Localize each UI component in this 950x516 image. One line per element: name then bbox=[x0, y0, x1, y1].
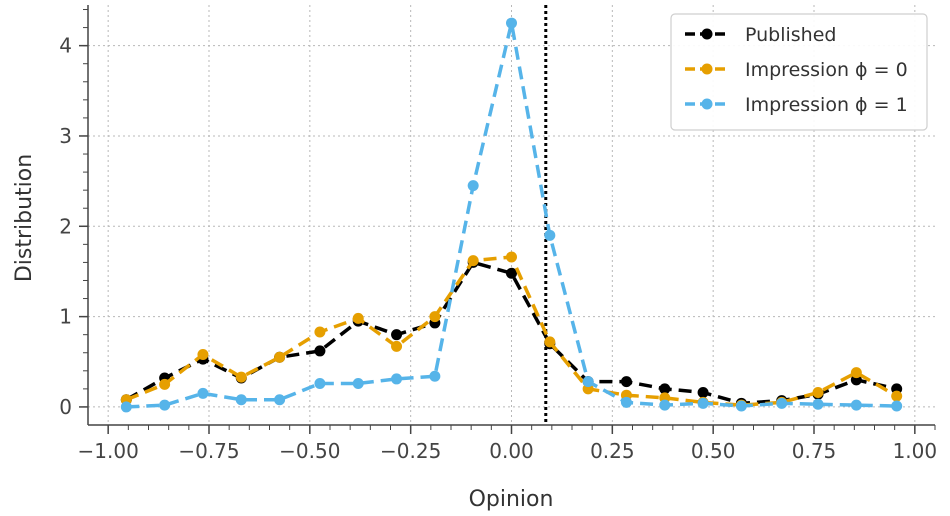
data-point bbox=[506, 17, 517, 29]
x-tick-label: 0.50 bbox=[691, 439, 736, 463]
legend-marker bbox=[701, 28, 713, 40]
y-tick-label: 3 bbox=[59, 124, 72, 148]
legend-marker bbox=[701, 63, 713, 75]
tick-labels: −1.00 −0.75 −0.50 −0.25 0.00 0.25 0.50 0.75 1.00… bbox=[59, 34, 937, 463]
y-tick-label: 1 bbox=[59, 305, 72, 329]
x-tick-label: 0.00 bbox=[489, 439, 534, 463]
y-tick-label: 4 bbox=[59, 34, 72, 58]
data-point bbox=[429, 370, 441, 382]
data-point bbox=[776, 397, 788, 409]
data-point bbox=[891, 400, 903, 412]
legend-entry: Published bbox=[685, 24, 836, 46]
legend-entry: Impression ϕ = 1 bbox=[685, 94, 908, 116]
data-point bbox=[120, 401, 132, 413]
legend-label: Published bbox=[745, 24, 836, 46]
data-point bbox=[582, 376, 594, 388]
x-tick-label: −0.75 bbox=[178, 439, 239, 463]
y-axis-label: Distribution bbox=[12, 154, 37, 282]
data-point bbox=[314, 326, 326, 338]
data-point bbox=[235, 394, 247, 406]
data-point bbox=[620, 396, 632, 408]
y-tick-label: 2 bbox=[59, 214, 72, 238]
data-point bbox=[850, 367, 862, 379]
data-point bbox=[314, 377, 326, 389]
data-point bbox=[197, 387, 209, 399]
data-point bbox=[850, 399, 862, 411]
axes bbox=[79, 5, 936, 434]
y-tick-label: 0 bbox=[59, 395, 72, 419]
data-point bbox=[159, 378, 171, 390]
data-point bbox=[620, 376, 632, 388]
data-point bbox=[235, 371, 247, 383]
x-tick-label: −1.00 bbox=[78, 439, 139, 463]
legend-label: Impression ϕ = 0 bbox=[745, 59, 908, 81]
data-point bbox=[697, 397, 709, 409]
data-point bbox=[891, 390, 903, 402]
series-2 bbox=[120, 17, 903, 413]
x-tick-label: 0.25 bbox=[590, 439, 635, 463]
data-point bbox=[544, 229, 556, 241]
data-point bbox=[274, 394, 286, 406]
data-point bbox=[314, 345, 326, 357]
data-point bbox=[352, 377, 364, 389]
data-point bbox=[735, 400, 747, 412]
data-point bbox=[429, 311, 441, 323]
x-tick-label: 0.75 bbox=[792, 439, 837, 463]
data-point bbox=[506, 251, 517, 263]
data-point bbox=[467, 180, 479, 192]
series bbox=[120, 17, 903, 413]
data-point bbox=[352, 312, 364, 324]
x-axis-label: Opinion bbox=[469, 487, 554, 512]
data-point bbox=[467, 255, 479, 267]
data-point bbox=[391, 373, 403, 385]
data-point bbox=[159, 399, 171, 411]
data-point bbox=[812, 386, 824, 398]
x-tick-label: 1.00 bbox=[893, 439, 938, 463]
data-point bbox=[659, 383, 671, 395]
data-point bbox=[391, 329, 403, 341]
data-point bbox=[391, 340, 403, 352]
data-point bbox=[544, 336, 556, 348]
data-point bbox=[697, 386, 709, 398]
x-tick-label: −0.50 bbox=[279, 439, 340, 463]
legend-marker bbox=[701, 98, 713, 110]
series-line bbox=[126, 21, 897, 409]
x-tick-label: −0.25 bbox=[380, 439, 441, 463]
data-point bbox=[274, 351, 286, 363]
data-point bbox=[659, 399, 671, 411]
data-point bbox=[812, 398, 824, 410]
data-point bbox=[197, 349, 209, 361]
legend-box bbox=[670, 13, 928, 131]
legend-entry: Impression ϕ = 0 bbox=[685, 59, 908, 81]
legend: Published Impression ϕ = 0 Impression ϕ = … bbox=[670, 13, 928, 131]
data-point bbox=[506, 267, 517, 279]
legend-label: Impression ϕ = 1 bbox=[745, 94, 908, 116]
